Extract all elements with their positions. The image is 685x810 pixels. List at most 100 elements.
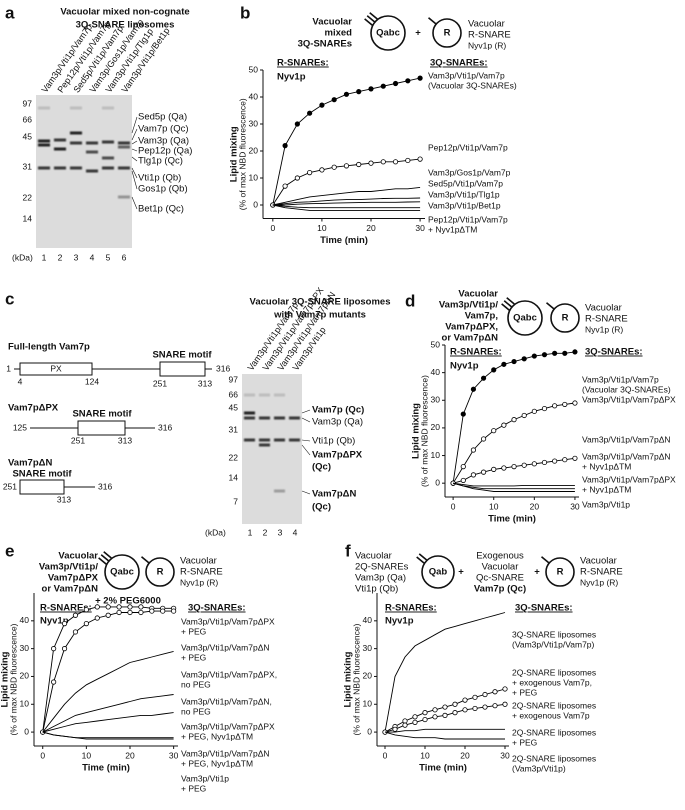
data-point	[501, 422, 507, 428]
data-point	[491, 428, 497, 434]
leader	[131, 156, 138, 162]
series-label: Vam3p/Vti1p/Vam7pΔN	[181, 642, 270, 652]
leader	[131, 140, 138, 145]
series-label: + PEG	[181, 783, 206, 793]
label: Vti1p (Qb)	[138, 173, 181, 184]
snare-tail	[501, 303, 510, 311]
label: 3Q-SNAREs:	[188, 603, 246, 614]
series-label: Vam3p/Vti1p/Bet1p	[428, 200, 501, 210]
gel-band	[244, 438, 255, 442]
label: 124	[85, 376, 99, 386]
label: 313	[118, 435, 132, 445]
label: Nyv1p	[277, 72, 306, 83]
series-label: + PEG, Nyv1pΔTM	[181, 731, 253, 741]
data-point	[562, 350, 568, 356]
y-tick-label: 10	[431, 450, 441, 460]
y-tick-label: 50	[249, 64, 259, 74]
data-point	[422, 716, 428, 723]
data-point	[480, 436, 487, 442]
series-line	[272, 204, 421, 211]
label: Vacuolar	[585, 303, 622, 314]
data-point	[552, 458, 558, 464]
gel-band	[70, 166, 82, 170]
label: 7	[233, 496, 238, 506]
label: PX	[50, 363, 62, 373]
data-point	[160, 608, 166, 614]
series-label: Sed5p/Vti1p/Vam7p	[428, 178, 503, 188]
data-point	[492, 703, 498, 709]
data-point	[94, 615, 100, 621]
data-point	[442, 712, 448, 719]
label: 5	[106, 252, 111, 262]
label: +	[458, 567, 464, 578]
data-point	[511, 463, 517, 470]
series-line	[384, 612, 506, 733]
data-point	[343, 163, 350, 169]
data-point	[402, 718, 408, 724]
data-point	[470, 386, 477, 392]
gel-band	[86, 169, 98, 173]
data-point	[282, 143, 288, 149]
series-label: Vam3p/Vti1p/Vam7p	[428, 70, 505, 80]
data-point	[282, 183, 288, 189]
y-tick-label: 30	[20, 643, 30, 653]
series-label: no PEG	[181, 679, 211, 689]
label: Vam7p,	[465, 311, 498, 322]
data-point	[392, 726, 398, 732]
snare-tail	[545, 302, 555, 310]
data-point	[502, 686, 508, 692]
label: 4	[90, 252, 95, 262]
data-point	[319, 102, 325, 108]
label: Vacuolar	[355, 551, 392, 562]
label: Nyv1p	[385, 616, 414, 627]
panel-letter: f	[345, 541, 351, 560]
label: R-SNAREs:	[385, 603, 437, 614]
series-label: 2Q-SNARE liposomes	[512, 667, 596, 677]
data-point	[541, 405, 548, 412]
label: Vam3p (Qa)	[355, 573, 406, 584]
data-point	[417, 75, 423, 81]
gel-band	[244, 411, 255, 415]
gel-band	[70, 106, 82, 110]
data-point	[521, 462, 527, 468]
series-label: + PEG	[512, 737, 537, 747]
label: 66	[23, 114, 33, 124]
y-axis-label: Lipid mixing	[0, 651, 11, 707]
gel-band	[259, 443, 270, 447]
series-label: Vam3p/Vti1p/Vam7pΔPX	[181, 721, 275, 731]
label: 4	[18, 376, 23, 386]
leader	[131, 167, 138, 179]
series-label: Vam3p/Vti1p/Vam7pΔPX,	[181, 669, 277, 679]
label: 14	[23, 213, 33, 223]
liposome	[370, 15, 406, 51]
data-point	[521, 356, 527, 362]
panel-letter: a	[5, 3, 15, 22]
series-label: + PEG, Nyv1pΔTM	[181, 758, 253, 768]
data-point	[405, 78, 411, 84]
x-tick-label: 10	[420, 750, 430, 760]
y-axis-label: Lipid mixing	[229, 126, 240, 182]
gel-band	[102, 140, 114, 144]
label: Qabc	[110, 567, 134, 578]
label: Vam7pΔN	[8, 458, 52, 469]
label: Qabc	[513, 313, 537, 324]
label: mixed	[325, 28, 353, 39]
snare-motif	[159, 361, 206, 377]
label: (Qc)	[312, 462, 331, 473]
y-tick-label: 0	[435, 477, 440, 487]
snare-tail	[416, 556, 425, 564]
y-tick-label: 0	[367, 726, 372, 736]
label: +	[534, 567, 540, 578]
gel-band	[259, 438, 270, 442]
data-point	[501, 361, 507, 367]
liposome	[421, 555, 455, 589]
series-label: Vam3p/Vti1p/Vam7p	[582, 374, 659, 384]
y-tick-label: 30	[363, 643, 373, 653]
y-axis-label: (% of max NBD fluorescence)	[8, 623, 18, 735]
series-line	[42, 731, 174, 740]
label: 251	[3, 481, 17, 491]
label: Nyv1p (R)	[180, 577, 218, 587]
series-label: + PEG	[512, 687, 537, 697]
data-point	[491, 367, 497, 373]
